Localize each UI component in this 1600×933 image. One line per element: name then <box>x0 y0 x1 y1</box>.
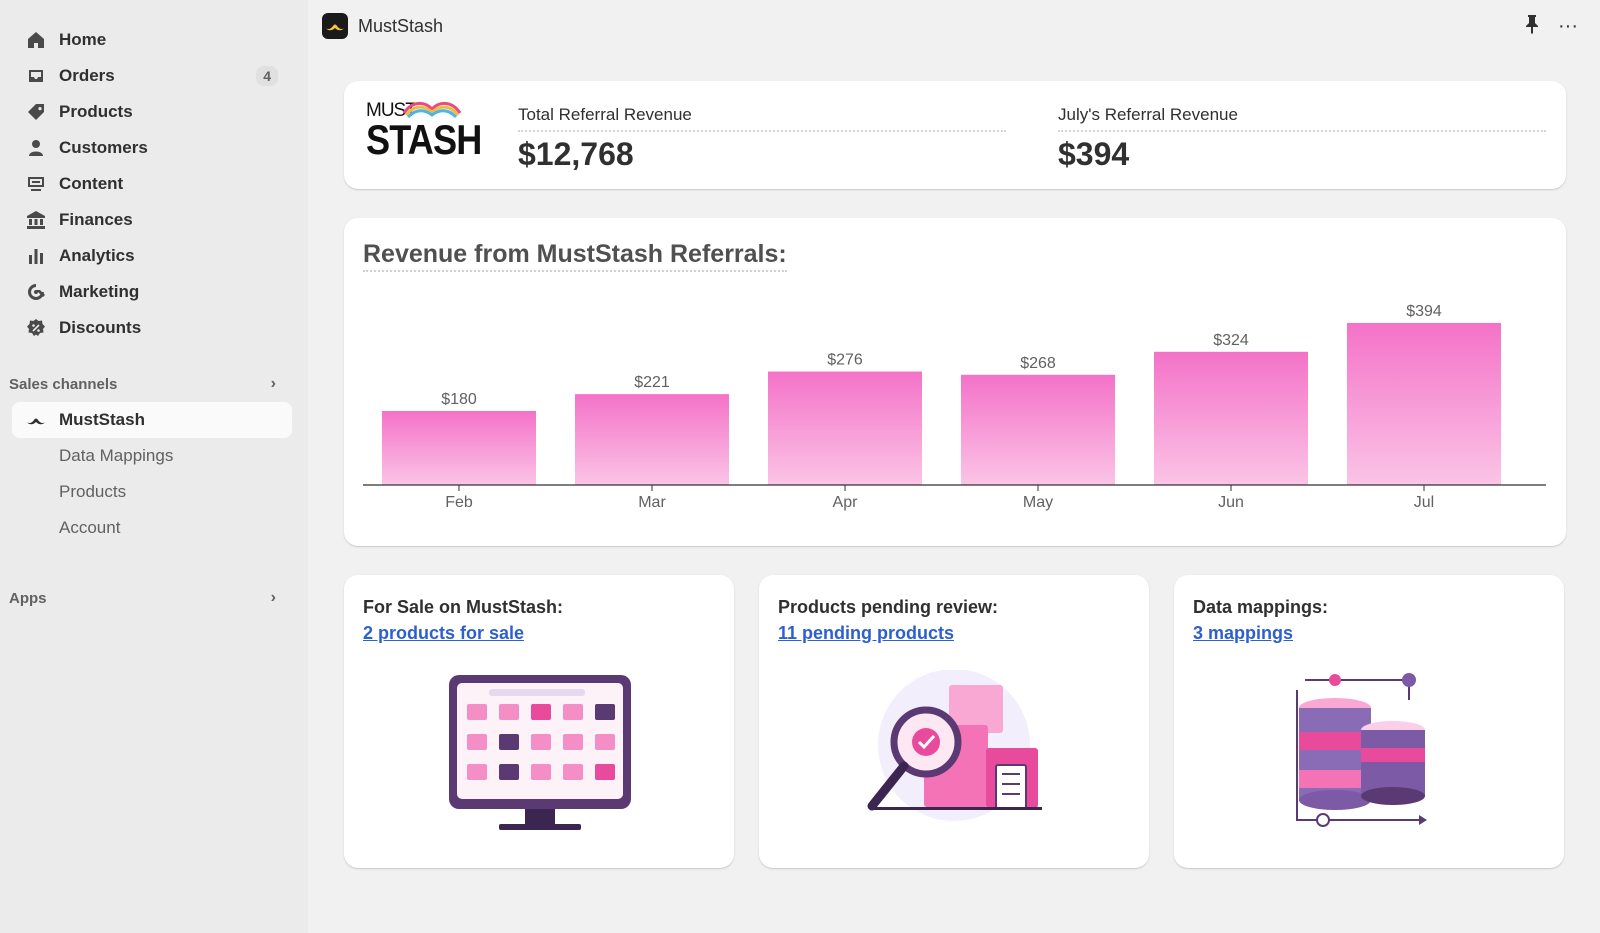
review-boxes-illustration <box>867 670 1042 821</box>
sidebar-item-home[interactable]: Home <box>0 22 308 58</box>
sidebar-item-label: Orders <box>59 66 115 85</box>
bar-value-label: $180 <box>441 391 477 408</box>
x-tick-label: Jul <box>1414 494 1434 511</box>
monitor-shop-illustration <box>449 675 631 830</box>
database-mapping-illustration <box>1296 673 1427 827</box>
brand-top: MUST <box>366 100 417 121</box>
sidebar-item-label: Products <box>59 102 133 121</box>
x-tick-label: Mar <box>638 494 666 511</box>
sidebar-item-label: Home <box>59 30 107 49</box>
sales-channels-label: Sales channels <box>9 375 118 393</box>
sidebar-item-label: Content <box>59 174 124 193</box>
apps-label: Apps <box>9 589 47 607</box>
bar-may[interactable] <box>961 374 1115 485</box>
total-revenue-stat: Total Referral Revenue $12,768 <box>518 105 1006 173</box>
pending-products-link[interactable]: 11 pending products <box>778 623 955 643</box>
inbox-icon <box>26 66 46 86</box>
content-icon <box>26 174 46 194</box>
tile-title: Products pending review: <box>778 597 999 617</box>
sidebar-item-discounts[interactable]: Discounts <box>0 310 308 346</box>
chart-title: Revenue from MustStash Referrals: <box>363 240 787 272</box>
sidebar-item-label: Marketing <box>59 282 140 301</box>
sidebar-item-label: Discounts <box>59 318 142 337</box>
apps-header[interactable]: Apps › <box>0 580 308 616</box>
x-tick-label: Jun <box>1218 494 1244 511</box>
sidebar-item-finances[interactable]: Finances <box>0 202 308 238</box>
chevron-right-icon: › <box>270 375 276 392</box>
chevron-right-icon: › <box>270 589 276 606</box>
x-tick-label: May <box>1023 494 1053 511</box>
muststash-logo: MUST STASH <box>366 100 500 163</box>
revenue-bar-chart: $180 Feb $221 Mar $276 Apr $268 May $324 Jun $394 J… <box>363 303 1546 511</box>
tile-title: For Sale on MustStash: <box>363 597 564 617</box>
sidebar-item-content[interactable]: Content <box>0 166 308 202</box>
rainbow-mustache-icon <box>402 102 462 119</box>
nav-list: Home Orders 4 Products Customers Content Finan… <box>0 22 308 346</box>
sidebar-item-label: Finances <box>59 210 133 229</box>
sidebar-item-label: Analytics <box>59 246 135 265</box>
sidebar-item-customers[interactable]: Customers <box>0 130 308 166</box>
target-icon <box>26 282 46 302</box>
bar-chart-icon <box>26 246 46 266</box>
data-mappings-tile: Data mappings: 3 mappings <box>1174 575 1564 868</box>
bar-mar[interactable] <box>575 394 729 485</box>
mappings-link[interactable]: 3 mappings <box>1193 623 1294 643</box>
sidebar-item-marketing[interactable]: Marketing <box>0 274 308 310</box>
bank-icon <box>26 210 46 230</box>
x-tick-label: Apr <box>833 494 859 511</box>
pending-review-tile: Products pending review: 11 pending prod… <box>759 575 1149 868</box>
revenue-chart-card: Revenue from MustStash Referrals: $180 Fe… <box>344 218 1566 546</box>
bar-value-label: $268 <box>1020 355 1056 372</box>
orders-count-badge: 4 <box>256 66 278 86</box>
sidebar-item-label: Customers <box>59 138 148 157</box>
app-topbar: MustStash ··· <box>308 0 1600 52</box>
for-sale-tile: For Sale on MustStash: 2 products for sa… <box>344 575 734 868</box>
mustache-icon <box>26 414 46 426</box>
month-revenue-label: July's Referral Revenue <box>1058 105 1546 132</box>
sales-channels-header[interactable]: Sales channels › <box>0 366 308 402</box>
bar-jul[interactable] <box>1347 323 1501 485</box>
month-revenue-stat: July's Referral Revenue $394 <box>1058 105 1546 173</box>
brand-bottom: STASH <box>366 116 482 163</box>
sidebar-item-analytics[interactable]: Analytics <box>0 238 308 274</box>
channel-label: MustStash <box>59 410 145 429</box>
bar-value-label: $394 <box>1406 303 1442 320</box>
sub-item-account[interactable]: Account <box>59 518 121 537</box>
sidebar-item-products[interactable]: Products <box>0 94 308 130</box>
bar-value-label: $276 <box>827 352 863 369</box>
stats-card: MUST STASH Total Referral Revenue $12,76… <box>344 81 1566 189</box>
tag-icon <box>26 102 46 122</box>
app-title: MustStash <box>358 15 444 36</box>
pin-icon[interactable] <box>1524 14 1540 38</box>
sub-item-data-mappings[interactable]: Data Mappings <box>59 446 174 465</box>
tile-title: Data mappings: <box>1193 597 1329 617</box>
products-for-sale-link[interactable]: 2 products for sale <box>363 623 525 643</box>
bar-apr[interactable] <box>768 371 922 485</box>
bar-value-label: $221 <box>634 374 670 391</box>
month-revenue-value: $394 <box>1058 136 1130 172</box>
sidebar: Home Orders 4 Products Customers Content Finan… <box>0 0 308 933</box>
x-tick-label: Feb <box>445 494 473 511</box>
bar-jun[interactable] <box>1154 351 1308 485</box>
bar-feb[interactable] <box>382 410 536 485</box>
total-revenue-label: Total Referral Revenue <box>518 105 1006 132</box>
more-icon[interactable]: ··· <box>1558 15 1578 37</box>
sub-item-products[interactable]: Products <box>59 482 127 501</box>
total-revenue-value: $12,768 <box>518 136 634 172</box>
app-logo-icon <box>322 13 348 39</box>
channel-muststash[interactable]: MustStash <box>12 402 292 438</box>
discount-icon <box>26 318 46 338</box>
top-actions: ··· <box>1524 14 1578 38</box>
sidebar-item-orders[interactable]: Orders 4 <box>0 58 308 94</box>
person-icon <box>26 138 46 158</box>
bar-value-label: $324 <box>1213 332 1249 349</box>
home-icon <box>26 30 46 50</box>
